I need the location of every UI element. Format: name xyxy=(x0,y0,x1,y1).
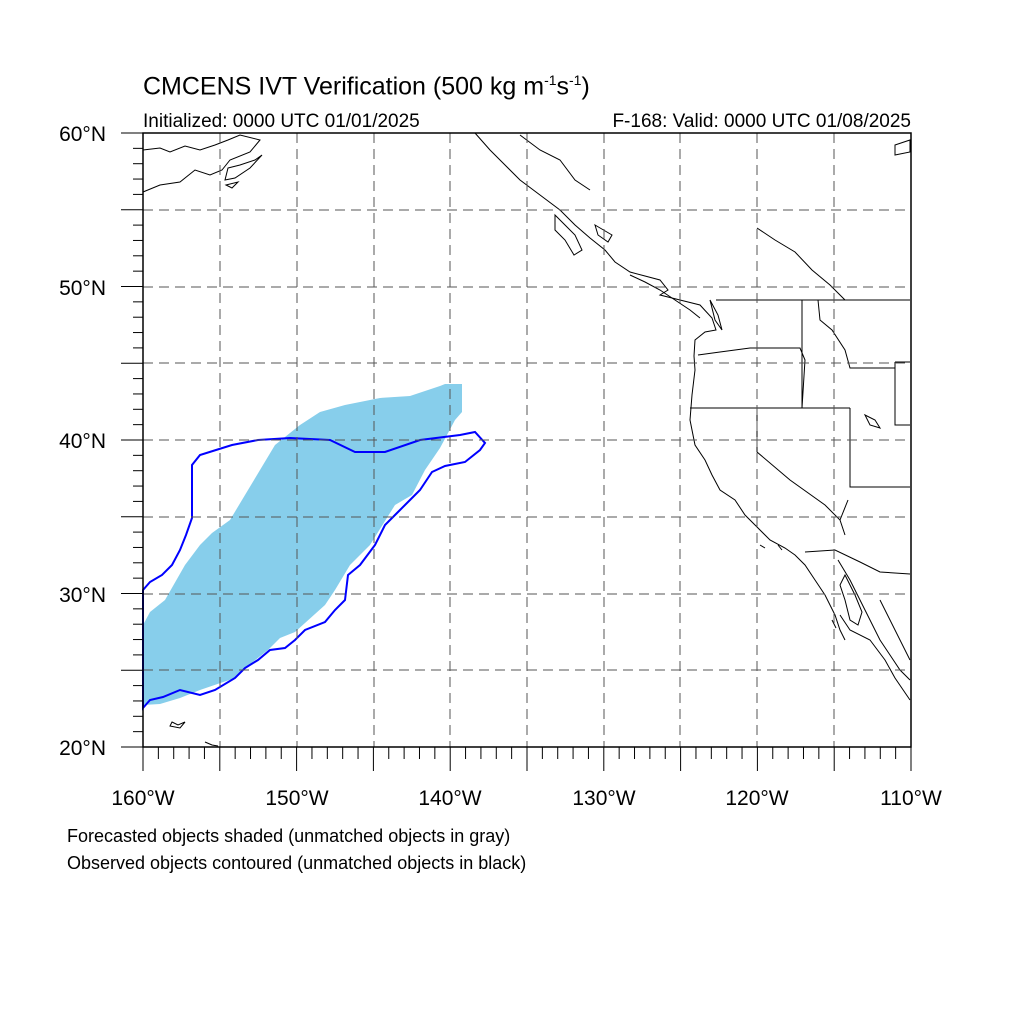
initialized-time: Initialized: 0000 UTC 01/01/2025 xyxy=(143,111,420,132)
forecast-object xyxy=(143,384,462,705)
lon-label-140w: 140°W xyxy=(418,787,481,810)
map-title: CMCENS IVT Verification (500 kg m-1s-1) xyxy=(143,72,590,101)
footnote-observed: Observed objects contoured (unmatched ob… xyxy=(67,853,527,873)
map-grid xyxy=(143,133,911,747)
lat-label-50: 50°N xyxy=(59,277,106,300)
lon-label-120w: 120°W xyxy=(725,787,788,810)
valid-time: F-168: Valid: 0000 UTC 01/08/2025 xyxy=(612,111,911,132)
latitude-labels: 20°N 30°N 40°N 50°N 60°N xyxy=(59,123,106,760)
lon-label-110w: 110°W xyxy=(880,787,942,810)
axis-ticks xyxy=(121,132,912,771)
lat-label-20: 20°N xyxy=(59,737,106,760)
lon-label-150w: 150°W xyxy=(265,787,328,810)
lat-label-40: 40°N xyxy=(59,430,106,453)
lon-label-160w: 160°W xyxy=(111,787,174,810)
longitude-labels: 160°W 150°W 140°W 130°W 120°W 110°W xyxy=(111,787,942,810)
footnote-forecast: Forecasted objects shaded (unmatched obj… xyxy=(67,826,511,846)
lon-label-130w: 130°W xyxy=(572,787,635,810)
lat-label-60: 60°N xyxy=(59,123,106,146)
lat-label-30: 30°N xyxy=(59,584,106,607)
